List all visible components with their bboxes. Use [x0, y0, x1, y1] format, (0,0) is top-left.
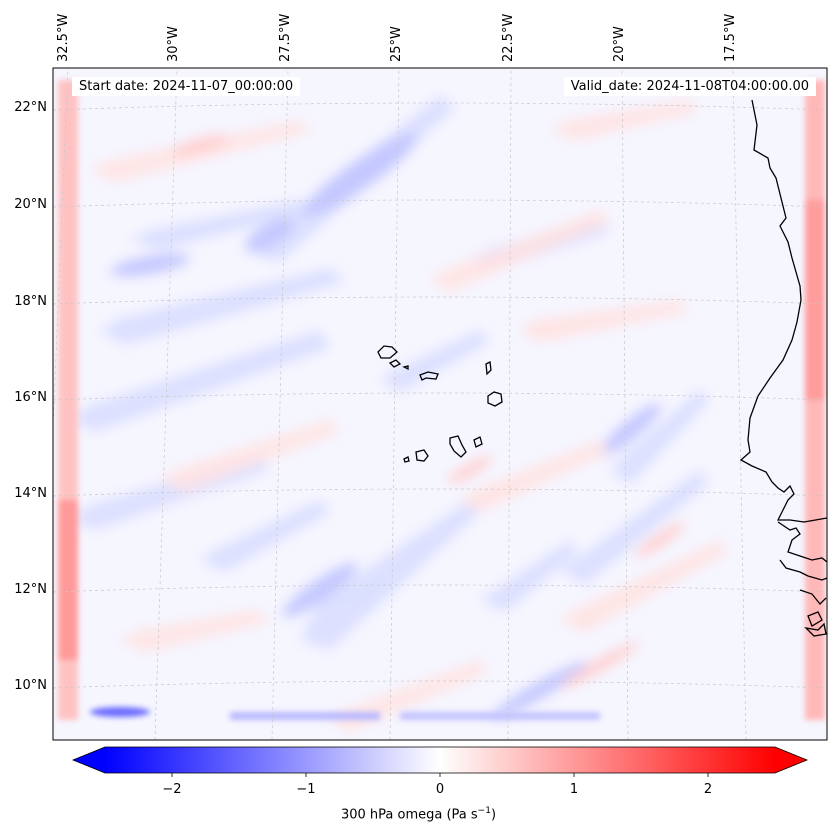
graticule: [53, 68, 827, 740]
lat-label: 12°N: [14, 582, 47, 597]
colorbar-ticks: −2 −1 0 1 2: [162, 773, 712, 797]
santiago-island: [449, 435, 467, 458]
colorbar-title: 300 hPa omega (Pa s−1): [0, 806, 837, 822]
ascending-bands: [90, 100, 728, 732]
santa-luzia-island: [402, 365, 409, 371]
cape-verde-islands: [377, 345, 503, 463]
colorbar-tick-label: −1: [296, 782, 315, 797]
colorbar-gradient: [105, 747, 775, 773]
fogo-island: [415, 449, 429, 462]
lon-label: 30°W: [166, 26, 181, 62]
lon-label: 17.5°W: [723, 14, 738, 62]
santo-antao-island: [377, 345, 398, 359]
sao-vicente-island: [388, 359, 402, 368]
africa-coastline: [739, 99, 827, 523]
strong-ascent-patches: [170, 134, 685, 689]
colorbar-title-text: 300 hPa omega (Pa s: [340, 807, 478, 823]
sao-nicolau-island: [419, 371, 439, 381]
start-date-label: Start date: 2024-11-07_00:00:00: [72, 77, 301, 96]
maio-island: [473, 436, 483, 448]
colorbar-tick-label: 1: [570, 782, 578, 797]
lat-label: 22°N: [14, 100, 47, 115]
colorbar-tick-label: 2: [704, 782, 712, 797]
boundary-bands: [58, 80, 825, 720]
colorbar-tick-label: 0: [436, 782, 444, 797]
colorbar-tick-label: −2: [162, 782, 181, 797]
strong-descent-patches: [110, 133, 662, 719]
colorbar-title-exponent: −1: [477, 806, 491, 816]
colorbar: −2 −1 0 1 2: [71, 746, 809, 797]
sal-island: [485, 361, 492, 376]
colorbar-outline: [71, 746, 809, 774]
colorbar-extend-high: [775, 747, 807, 773]
lat-label: 10°N: [14, 678, 47, 693]
valid-date-label: Valid_date: 2024-11-08T04:00:00.00: [563, 77, 816, 96]
lat-label: 16°N: [14, 390, 47, 405]
coastline: [739, 99, 827, 637]
brava-island: [403, 456, 410, 463]
boa-vista-island: [487, 391, 503, 407]
lon-label: 25°W: [389, 26, 404, 62]
lat-label: 18°N: [14, 294, 47, 309]
lat-label: 20°N: [14, 197, 47, 212]
lon-label: 22.5°W: [501, 14, 516, 62]
longitude-labels: 32.5°W 30°W 27.5°W 25°W 22.5°W 20°W 17.5…: [56, 14, 738, 62]
lat-label: 14°N: [14, 486, 47, 501]
colorbar-extend-low: [73, 747, 105, 773]
omega-field-shading: [70, 95, 728, 732]
map-frame: [52, 67, 828, 741]
lon-label: 27.5°W: [278, 14, 293, 62]
map-panel: [53, 68, 827, 740]
colorbar-title-suffix: ): [490, 807, 497, 823]
lon-label: 20°W: [612, 26, 627, 62]
lon-label: 32.5°W: [56, 14, 71, 62]
latitude-labels: 22°N 20°N 18°N 16°N 14°N 12°N 10°N: [14, 100, 47, 693]
